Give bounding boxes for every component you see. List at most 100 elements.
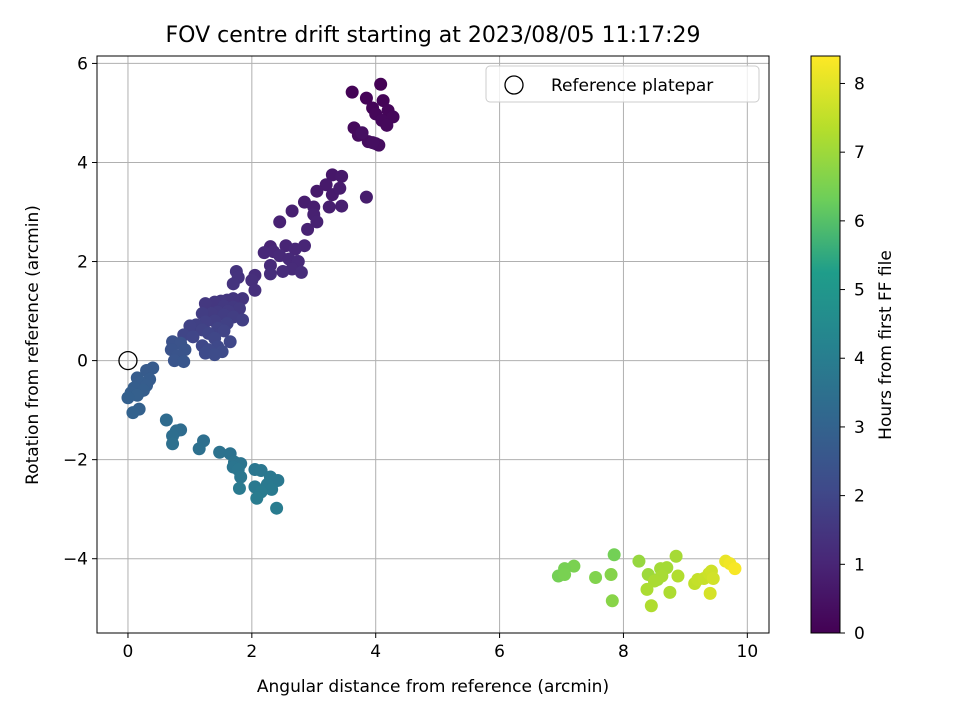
data-point bbox=[236, 313, 250, 327]
data-point bbox=[198, 297, 212, 311]
data-point bbox=[208, 348, 222, 362]
y-axis-label: Rotation from reference (arcmin) bbox=[23, 205, 43, 485]
colorbar-tick-label: 5 bbox=[854, 281, 865, 301]
data-point bbox=[294, 265, 308, 279]
data-point bbox=[121, 391, 135, 405]
x-tick-label: 2 bbox=[246, 642, 257, 662]
data-point bbox=[669, 549, 683, 563]
data-point bbox=[322, 200, 336, 214]
data-point bbox=[335, 169, 349, 183]
data-point bbox=[604, 568, 618, 582]
data-point bbox=[276, 264, 290, 278]
data-point bbox=[310, 184, 324, 198]
data-point bbox=[663, 585, 677, 599]
data-point bbox=[366, 136, 380, 150]
colorbar-tick-label: 2 bbox=[854, 487, 865, 507]
data-point bbox=[728, 562, 742, 576]
data-point bbox=[607, 548, 621, 562]
data-point bbox=[257, 246, 271, 260]
data-point bbox=[263, 267, 277, 281]
x-tick-label: 4 bbox=[370, 642, 381, 662]
data-point bbox=[273, 215, 287, 229]
data-point bbox=[245, 273, 259, 287]
x-tick-label: 6 bbox=[494, 642, 505, 662]
data-point bbox=[310, 215, 324, 229]
colorbar-tick-label: 3 bbox=[854, 418, 865, 438]
x-tick-label: 0 bbox=[123, 642, 134, 662]
data-point bbox=[126, 406, 140, 420]
data-point bbox=[234, 470, 248, 484]
data-point bbox=[558, 568, 572, 582]
colorbar-tick-label: 6 bbox=[854, 212, 865, 232]
data-point bbox=[232, 481, 246, 495]
data-point bbox=[223, 335, 237, 349]
data-points bbox=[121, 77, 742, 613]
data-point bbox=[265, 482, 279, 496]
data-point bbox=[644, 599, 658, 613]
data-point bbox=[647, 574, 661, 588]
data-point bbox=[192, 442, 206, 456]
data-point bbox=[706, 572, 720, 586]
data-point bbox=[359, 190, 373, 204]
chart-title: FOV centre drift starting at 2023/08/05 … bbox=[166, 23, 701, 48]
x-tick-label: 8 bbox=[618, 642, 629, 662]
y-tick-label: 6 bbox=[77, 54, 88, 74]
y-tick-label: 0 bbox=[77, 352, 88, 372]
data-point bbox=[288, 242, 302, 256]
data-point bbox=[703, 586, 717, 600]
data-point bbox=[248, 283, 262, 297]
data-point bbox=[359, 91, 373, 105]
data-point bbox=[217, 324, 231, 338]
y-tick-label: −2 bbox=[63, 451, 88, 471]
data-point bbox=[589, 571, 603, 585]
legend-entry-label: Reference platepar bbox=[551, 76, 713, 96]
colorbar-tick-label: 1 bbox=[854, 555, 865, 575]
data-point bbox=[270, 501, 284, 515]
data-point bbox=[380, 118, 394, 132]
data-point bbox=[335, 199, 349, 213]
data-point bbox=[166, 437, 180, 451]
data-point bbox=[333, 181, 347, 195]
data-point bbox=[632, 554, 646, 568]
data-point bbox=[671, 569, 685, 583]
data-point bbox=[605, 594, 619, 608]
data-point bbox=[236, 292, 250, 306]
colorbar-gradient bbox=[810, 55, 841, 634]
y-axis-ticks: −4 −2 0 2 4 6 bbox=[63, 54, 97, 570]
data-point bbox=[159, 413, 173, 427]
colorbar-label: Hours from first FF file bbox=[876, 250, 896, 440]
y-tick-label: 2 bbox=[77, 253, 88, 273]
colorbar-tick-label: 8 bbox=[854, 74, 865, 94]
colorbar-ticks: 0 1 2 3 4 5 6 7 8 bbox=[840, 74, 865, 644]
x-tick-label: 10 bbox=[737, 642, 759, 662]
data-point bbox=[226, 277, 240, 291]
y-tick-label: −4 bbox=[63, 550, 88, 570]
colorbar-tick-label: 0 bbox=[854, 624, 865, 644]
data-point bbox=[319, 178, 333, 192]
colorbar: 0 1 2 3 4 5 6 7 8 Hours from first FF file bbox=[810, 55, 896, 644]
data-point bbox=[285, 204, 299, 218]
data-point bbox=[374, 77, 388, 91]
data-point bbox=[376, 94, 390, 108]
data-point bbox=[254, 464, 268, 478]
data-point bbox=[177, 355, 191, 369]
plot-frame bbox=[96, 55, 770, 634]
x-axis-ticks: 0 2 4 6 8 10 bbox=[123, 633, 759, 662]
data-point bbox=[213, 445, 227, 459]
data-point bbox=[345, 85, 359, 99]
grid-lines bbox=[97, 56, 769, 633]
y-tick-label: 4 bbox=[77, 153, 88, 173]
legend: Reference platepar bbox=[485, 65, 760, 103]
data-point bbox=[250, 491, 264, 505]
data-point bbox=[301, 222, 315, 236]
x-axis-label: Angular distance from reference (arcmin) bbox=[257, 677, 609, 697]
data-point bbox=[640, 582, 654, 596]
reference-marker bbox=[118, 350, 138, 371]
data-point bbox=[186, 330, 200, 344]
data-point bbox=[355, 126, 369, 140]
colorbar-tick-label: 7 bbox=[854, 143, 865, 163]
legend-box bbox=[485, 65, 760, 103]
colorbar-tick-label: 4 bbox=[854, 349, 865, 369]
